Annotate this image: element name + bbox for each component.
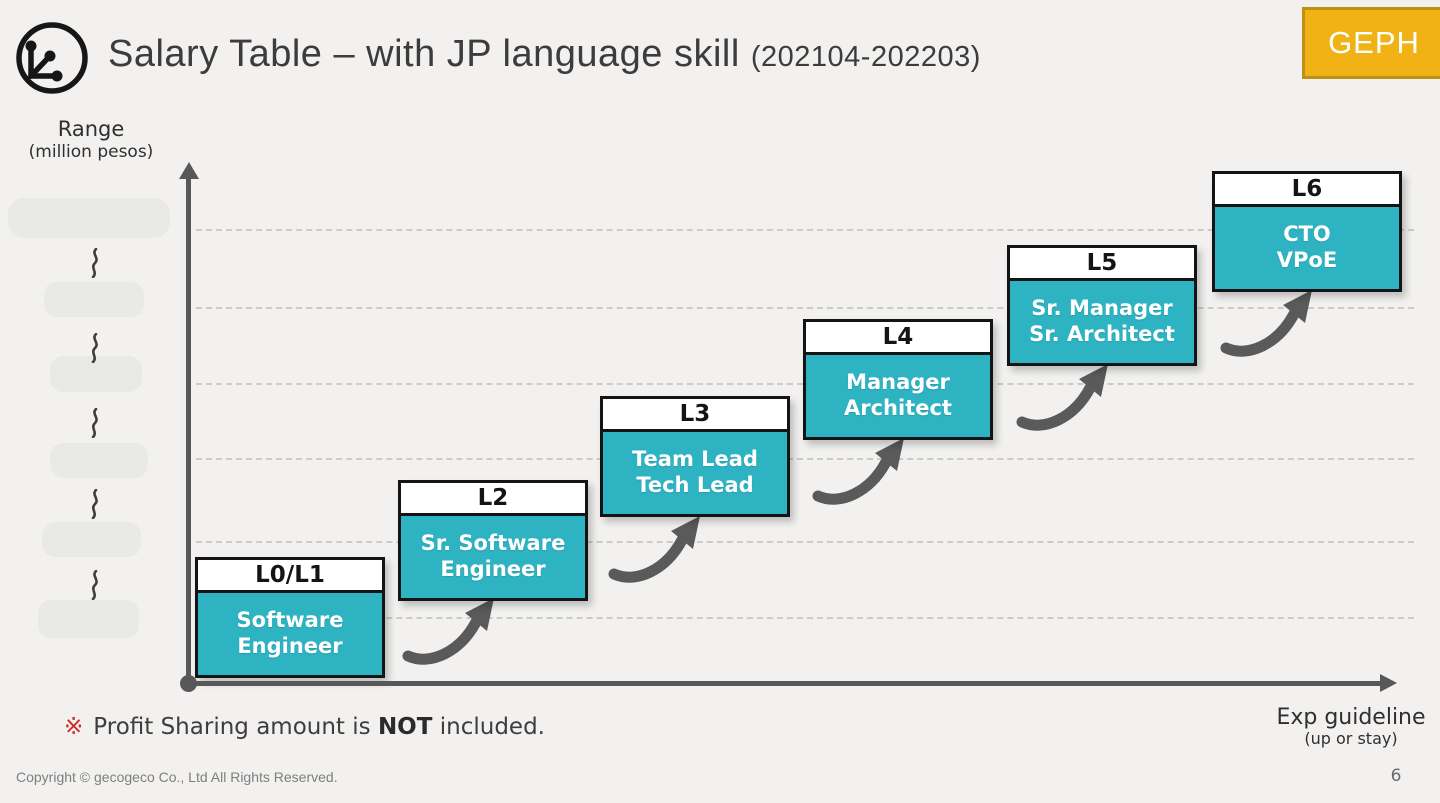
page-title: Salary Table – with JP language skill (2…	[108, 33, 981, 76]
title-period: (202104-202203)	[750, 41, 981, 73]
level-roles: Manager Architect	[806, 355, 990, 437]
redacted-range-value	[38, 600, 139, 638]
level-box-l6: L6 CTO VPoE	[1212, 171, 1402, 292]
range-gap-squiggle-icon	[91, 333, 98, 363]
gridline	[196, 617, 1414, 619]
gridline	[196, 229, 1414, 231]
gecogeco-logo-icon	[16, 22, 88, 94]
y-axis-label-line1: Range	[57, 117, 125, 141]
redacted-range-value	[50, 443, 148, 478]
level-roles: Team Lead Tech Lead	[603, 432, 787, 514]
redacted-range-value	[42, 522, 141, 557]
range-gap-squiggle-icon	[91, 489, 98, 519]
range-gap-squiggle-icon	[91, 408, 98, 438]
gridline	[196, 307, 1414, 309]
level-label: L0/L1	[198, 560, 382, 593]
level-roles: Sr. Software Engineer	[401, 516, 585, 598]
x-axis-label-line2: (up or stay)	[1304, 729, 1398, 749]
level-roles: Sr. Manager Sr. Architect	[1010, 281, 1194, 363]
x-axis-line	[186, 681, 1382, 686]
geph-badge: GEPH	[1302, 7, 1440, 79]
promotion-arrow-icon	[608, 516, 700, 583]
x-axis-label: Exp guideline (up or stay)	[1272, 705, 1430, 749]
level-label: L2	[401, 483, 585, 516]
redacted-range-value	[50, 356, 142, 392]
note-text-before: Profit Sharing amount is	[93, 714, 378, 740]
level-roles: CTO VPoE	[1215, 207, 1399, 289]
page-number: 6	[1390, 766, 1402, 786]
reference-mark: ※	[64, 714, 84, 740]
level-box-l4: L4 Manager Architect	[803, 319, 993, 440]
redacted-range-value	[8, 198, 170, 238]
promotion-arrow-icon	[1220, 290, 1312, 357]
y-axis-label-line2: (million pesos)	[28, 142, 154, 163]
promotion-arrow-icon	[402, 598, 494, 665]
redacted-range-value	[44, 282, 144, 317]
y-axis-line	[186, 172, 191, 686]
title-main: Salary Table – with JP language skill	[108, 33, 740, 75]
range-gap-squiggle-icon	[91, 248, 98, 278]
copyright-text: Copyright © gecogeco Co., Ltd All Rights…	[16, 769, 338, 785]
y-axis-arrowhead	[179, 162, 199, 179]
level-label: L4	[806, 322, 990, 355]
note-text-after: included.	[432, 714, 545, 740]
x-axis-label-line1: Exp guideline	[1276, 705, 1426, 730]
range-gap-squiggle-icon	[91, 570, 98, 600]
axis-origin-dot	[180, 675, 197, 692]
level-roles: Software Engineer	[198, 593, 382, 675]
level-box-l2: L2 Sr. Software Engineer	[398, 480, 588, 601]
level-label: L3	[603, 399, 787, 432]
note-text-bold: NOT	[377, 714, 433, 740]
promotion-arrow-icon	[1016, 364, 1108, 431]
y-axis-label: Range (million pesos)	[0, 116, 182, 164]
level-label: L6	[1215, 174, 1399, 207]
gridline	[196, 541, 1414, 543]
level-label: L5	[1010, 248, 1194, 281]
level-box-l0l1: L0/L1 Software Engineer	[195, 557, 385, 678]
level-box-l3: L3 Team Lead Tech Lead	[600, 396, 790, 517]
gridline	[196, 458, 1414, 460]
level-box-l5: L5 Sr. Manager Sr. Architect	[1007, 245, 1197, 366]
promotion-arrow-icon	[812, 438, 904, 505]
profit-sharing-note: ※ Profit Sharing amount is NOT included.	[64, 714, 545, 740]
geph-badge-label: GEPH	[1328, 25, 1420, 60]
x-axis-arrowhead	[1380, 674, 1397, 692]
